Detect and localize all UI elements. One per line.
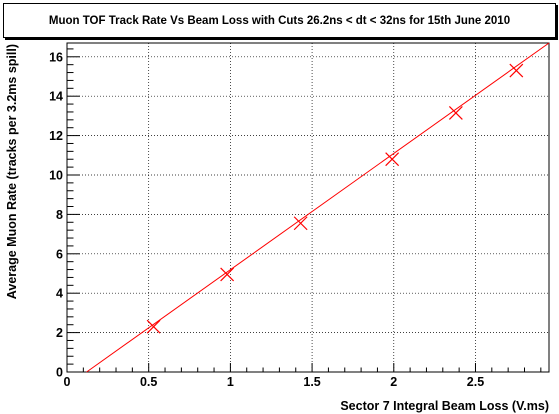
x-tick-label: 1.5 xyxy=(303,375,320,389)
data-point xyxy=(509,63,524,78)
y-tick-label: 4 xyxy=(56,287,63,301)
y-tick-label: 12 xyxy=(49,129,63,143)
y-tick-label: 6 xyxy=(56,247,63,261)
x-tick-label: 2 xyxy=(390,375,397,389)
plot-frame xyxy=(66,42,550,373)
fit-line xyxy=(86,42,550,373)
x-tick-label: 0.5 xyxy=(140,375,157,389)
data-markers xyxy=(146,63,524,334)
data-point-stroke xyxy=(385,152,400,167)
data-point-stroke xyxy=(220,267,235,282)
y-tick-label: 16 xyxy=(49,50,63,64)
data-point-stroke xyxy=(448,106,463,120)
data-point-stroke xyxy=(509,63,524,78)
data-point xyxy=(220,267,235,282)
x-tick-label: 2.5 xyxy=(467,375,484,389)
data-point xyxy=(385,152,400,167)
y-tick-label: 14 xyxy=(49,90,63,104)
y-tick-label: 0 xyxy=(56,366,63,380)
data-point-stroke xyxy=(293,216,308,231)
x-axis-label: Sector 7 Integral Beam Loss (V.ms) xyxy=(340,399,549,413)
fit-line-group xyxy=(86,42,550,373)
data-point xyxy=(146,319,161,334)
y-tick-label: 2 xyxy=(56,326,63,340)
y-axis-label: Average Muon Rate (tracks per 3.2ms spil… xyxy=(5,44,19,299)
data-point-stroke xyxy=(146,319,161,334)
x-tick-label: 1 xyxy=(227,375,234,389)
data-point xyxy=(448,106,463,120)
chart-title: Muon TOF Track Rate Vs Beam Loss with Cu… xyxy=(48,14,511,27)
y-tick-label: 10 xyxy=(49,168,63,182)
grid-lines xyxy=(67,43,549,372)
chart-title-box: Muon TOF Track Rate Vs Beam Loss with Cu… xyxy=(3,3,556,38)
x-tick-label: 0 xyxy=(64,375,71,389)
axis-ticks: 0 0.5 1 1.5 2 2.5 0 2 4 6 8 10 12 14 16 xyxy=(49,48,542,389)
y-tick-label: 8 xyxy=(56,208,63,222)
data-point xyxy=(293,216,308,231)
